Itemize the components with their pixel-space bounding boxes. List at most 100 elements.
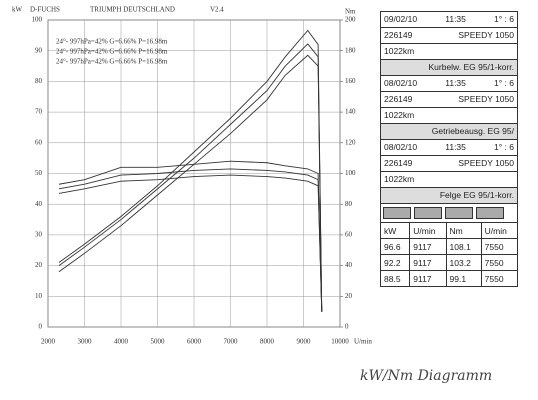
chart: kW Nm D-FUCHS TRIUMPH DEUTSCHLAND V2.4 U… xyxy=(12,6,372,346)
line-series xyxy=(58,54,323,312)
time: 11:35 xyxy=(445,78,466,88)
table-row: 96.6 9117 108.1 7550 xyxy=(379,238,519,255)
header-text: TRIUMPH DEUTSCHLAND xyxy=(90,6,175,14)
header-cell: U/min xyxy=(480,222,519,239)
header-cell: U/min xyxy=(409,222,447,239)
ratio: 1° : 6 xyxy=(494,14,514,24)
x-tick-label: 4000 xyxy=(114,338,129,346)
distance: 1022km xyxy=(384,46,415,56)
info-row: 09/02/10 11:35 1° : 6 xyxy=(380,11,518,28)
legend-entry: 24°- 997hPa=42% G=6.66% P=16.98m xyxy=(56,38,168,46)
table-cell: 9117 xyxy=(409,270,447,287)
vehicle: SPEEDY 1050 xyxy=(458,158,514,168)
x-axis-label: U/min xyxy=(354,338,372,346)
legend-entry: 24°- 997hPa=42% G=6.66% P=16.98m xyxy=(56,58,168,66)
label-row: Felge EG 95/1-korr. xyxy=(380,187,518,204)
table-cell: 103.2 xyxy=(445,254,482,271)
y2-tick-label: 60 xyxy=(345,231,353,239)
line-series xyxy=(58,174,323,312)
header-text: D-FUCHS xyxy=(30,6,60,14)
info-row: 1022km xyxy=(380,171,518,188)
button[interactable] xyxy=(476,207,504,219)
y-tick-label: 20 xyxy=(35,261,43,269)
table-cell: 7550 xyxy=(480,238,519,255)
y2-tick-label: 140 xyxy=(345,108,356,116)
x-tick-label: 6000 xyxy=(187,338,202,346)
y-axis-label: kW xyxy=(12,6,23,14)
side-panel: 09/02/10 11:35 1° : 6 226149 SPEEDY 1050 1022… xyxy=(379,11,519,287)
x-tick-label: 2000 xyxy=(41,338,56,346)
table-cell: 99.1 xyxy=(445,270,482,287)
ratio: 1° : 6 xyxy=(494,78,514,88)
table-cell: 9117 xyxy=(409,238,447,255)
x-tick-label: 10000 xyxy=(331,338,349,346)
table-header: kW U/min Nm U/min xyxy=(379,222,519,239)
table-cell: 7550 xyxy=(480,270,519,287)
curve-label: Kurbelw. EG 95/1-korr. xyxy=(428,62,514,72)
y2-axis-label: Nm xyxy=(345,8,356,16)
y2-tick-label: 120 xyxy=(345,138,356,146)
info-row: 1022km xyxy=(380,43,518,60)
button[interactable] xyxy=(383,207,411,219)
x-tick-label: 5000 xyxy=(151,338,166,346)
button[interactable] xyxy=(414,207,442,219)
line-series xyxy=(58,43,323,312)
vehicle: SPEEDY 1050 xyxy=(458,30,514,40)
time: 11:35 xyxy=(445,14,466,24)
y-tick-label: 0 xyxy=(39,323,43,331)
table-row: 88.5 9117 99.1 7550 xyxy=(379,270,519,287)
table-cell: 9117 xyxy=(409,254,447,271)
y2-tick-label: 100 xyxy=(345,169,356,177)
ratio: 1° : 6 xyxy=(494,142,514,152)
line-series xyxy=(58,160,323,312)
label-row: Getriebeausg. EG 95/ xyxy=(380,123,518,140)
x-tick-label: 3000 xyxy=(78,338,93,346)
table-cell: 88.5 xyxy=(379,270,411,287)
curve-label: Getriebeausg. EG 95/ xyxy=(431,126,514,136)
info-row: 08/02/10 11:35 1° : 6 xyxy=(380,75,518,92)
header-cell: kW xyxy=(379,222,411,239)
distance: 1022km xyxy=(384,110,415,120)
button[interactable] xyxy=(445,207,473,219)
date: 09/02/10 xyxy=(384,14,418,24)
distance: 1022km xyxy=(384,174,415,184)
y2-tick-label: 80 xyxy=(345,200,353,208)
x-tick-label: 9000 xyxy=(297,338,312,346)
y2-tick-label: 0 xyxy=(345,323,349,331)
legend-entry: 24°- 997hPa=42% G=6.66% P=16.98m xyxy=(56,48,168,56)
y2-tick-label: 40 xyxy=(345,261,353,269)
y-tick-label: 80 xyxy=(35,77,43,85)
header-text: V2.4 xyxy=(210,6,224,14)
line-series xyxy=(58,29,323,312)
number: 226149 xyxy=(384,30,413,40)
button-row xyxy=(380,203,518,223)
y2-tick-label: 20 xyxy=(345,292,353,300)
info-row: 08/02/10 11:35 1° : 6 xyxy=(380,139,518,156)
y-tick-label: 40 xyxy=(35,200,43,208)
handwritten-note: kW/Nm Diagramm xyxy=(360,368,493,384)
y2-tick-label: 180 xyxy=(345,46,356,54)
table-row: 92.2 9117 103.2 7550 xyxy=(379,254,519,271)
time: 11:35 xyxy=(445,142,466,152)
number: 226149 xyxy=(384,94,413,104)
vehicle: SPEEDY 1050 xyxy=(458,94,514,104)
date: 08/02/10 xyxy=(384,142,418,152)
y-tick-label: 70 xyxy=(35,108,43,116)
curve-label: Felge EG 95/1-korr. xyxy=(439,190,514,200)
table-cell: 7550 xyxy=(480,254,519,271)
number: 226149 xyxy=(384,158,413,168)
y2-tick-label: 160 xyxy=(345,77,356,85)
result-table: kW U/min Nm U/min 96.6 9117 108.1 7550 92.2 9117 1… xyxy=(379,222,519,287)
info-row: 226149 SPEEDY 1050 xyxy=(380,91,518,108)
y-tick-label: 10 xyxy=(35,292,43,300)
info-row: 1022km xyxy=(380,107,518,124)
date: 08/02/10 xyxy=(384,78,418,88)
y2-tick-label: 200 xyxy=(345,16,356,24)
label-row: Kurbelw. EG 95/1-korr. xyxy=(380,59,518,76)
y-tick-label: 50 xyxy=(35,169,43,177)
x-tick-label: 8000 xyxy=(260,338,275,346)
line-series xyxy=(58,168,323,312)
x-tick-label: 7000 xyxy=(224,338,239,346)
table-cell: 108.1 xyxy=(445,238,482,255)
